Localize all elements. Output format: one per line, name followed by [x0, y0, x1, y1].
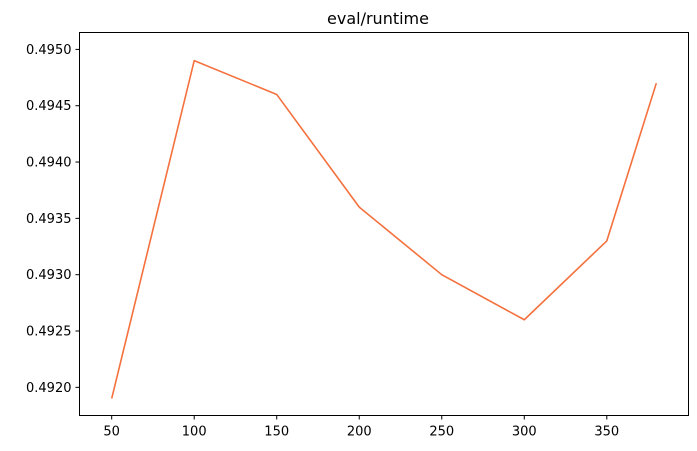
y-tick-label: 0.4930	[26, 268, 72, 283]
y-axis: 0.4920 0.4925 0.4930 0.4935 0.4940 0.4945 0.49…	[26, 43, 80, 396]
y-tick-label: 0.4945	[26, 99, 72, 114]
x-axis: 50 100 150 200 250 300 350	[103, 415, 619, 440]
series-line	[110, 59, 658, 399]
y-tick-label: 0.4950	[26, 43, 72, 58]
y-tick-label: 0.4935	[26, 212, 72, 227]
x-tick-label: 250	[429, 425, 454, 440]
x-tick-label: 200	[347, 425, 372, 440]
y-tick-label: 0.4920	[26, 381, 72, 396]
chart-title: eval/runtime	[327, 9, 429, 28]
series-layer	[110, 59, 658, 399]
y-tick-label: 0.4940	[26, 156, 72, 171]
x-tick-label: 50	[103, 425, 120, 440]
plot-frame	[79, 32, 689, 416]
y-tick-label: 0.4925	[26, 325, 72, 340]
x-tick-label: 300	[512, 425, 537, 440]
x-tick-label: 350	[594, 425, 619, 440]
x-tick-label: 100	[182, 425, 207, 440]
x-tick-label: 150	[264, 425, 289, 440]
